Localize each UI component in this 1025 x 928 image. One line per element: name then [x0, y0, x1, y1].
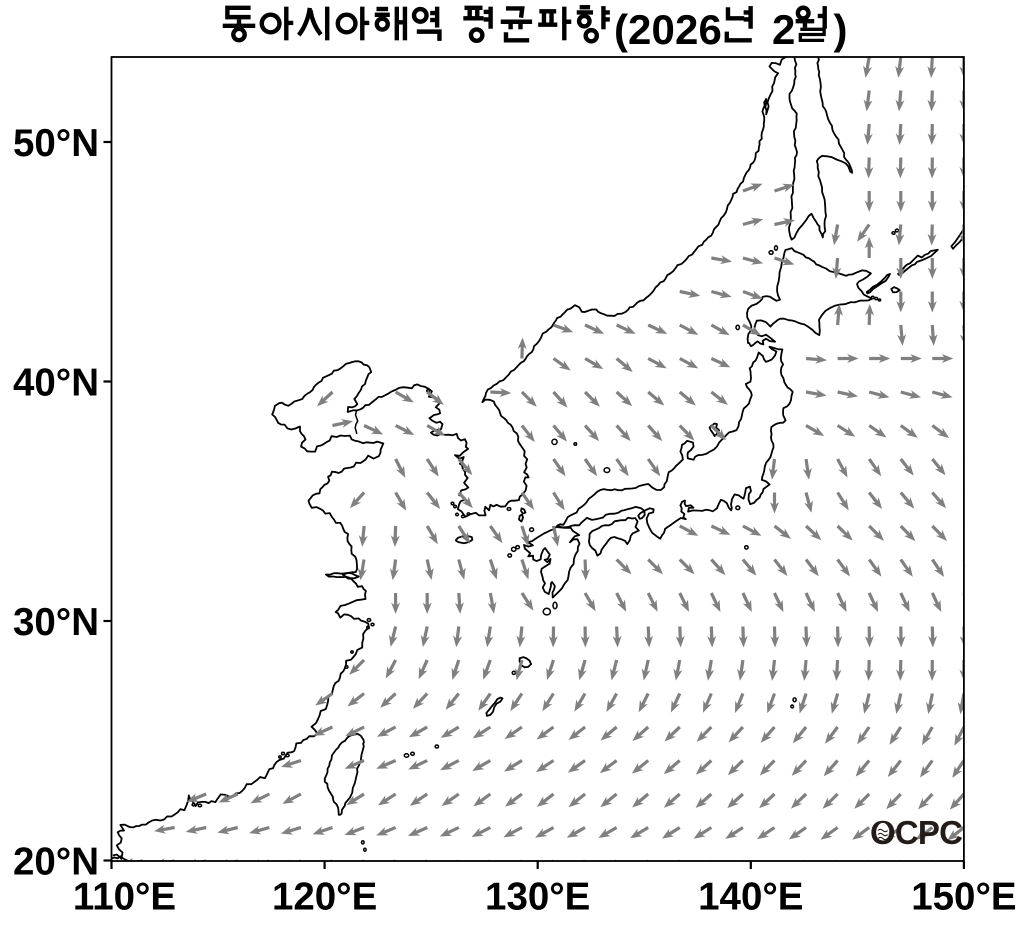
svg-text:2: 2	[772, 6, 795, 53]
svg-text:110°E: 110°E	[73, 876, 176, 919]
svg-text:0: 0	[652, 6, 675, 53]
svg-text:6: 6	[699, 6, 722, 53]
svg-text:(: (	[614, 6, 628, 53]
svg-text:50°N: 50°N	[13, 122, 99, 165]
svg-text:150°E: 150°E	[911, 876, 1016, 919]
svg-text:20°N: 20°N	[13, 841, 99, 884]
svg-text:2: 2	[628, 6, 651, 53]
svg-text:140°E: 140°E	[698, 876, 803, 919]
svg-text:30°N: 30°N	[13, 601, 99, 644]
svg-text:): )	[834, 6, 848, 53]
svg-text:2: 2	[675, 6, 698, 53]
svg-text:130°E: 130°E	[485, 876, 590, 919]
svg-text:120°E: 120°E	[272, 876, 377, 919]
svg-text:40°N: 40°N	[13, 362, 99, 405]
